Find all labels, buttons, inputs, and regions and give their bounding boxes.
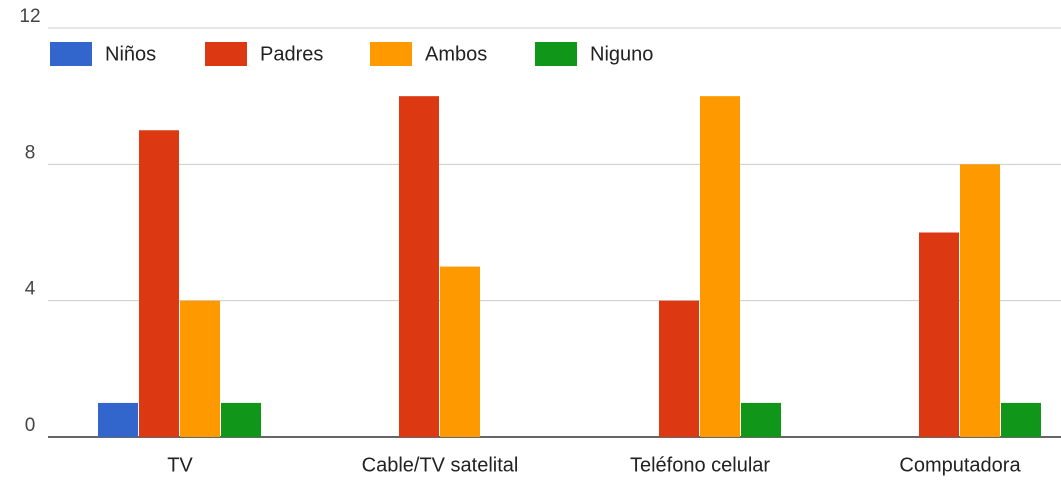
- bar: [440, 266, 480, 437]
- legend-label: Ambos: [425, 43, 487, 65]
- bar: [1001, 402, 1041, 437]
- bar: [399, 96, 439, 438]
- bar: [919, 232, 959, 437]
- x-tick-label: Computadora: [899, 454, 1021, 476]
- legend-label: Niguno: [590, 43, 653, 65]
- bar: [221, 402, 261, 437]
- legend-label: Niños: [105, 43, 156, 65]
- y-tick-label: 12: [19, 6, 40, 27]
- bar: [139, 130, 179, 437]
- bar: [180, 300, 220, 437]
- bar: [960, 164, 1000, 438]
- bar: [659, 300, 699, 437]
- x-tick-label: Teléfono celular: [630, 454, 770, 476]
- y-tick-label: 4: [25, 279, 36, 300]
- x-tick-label: TV: [167, 454, 193, 476]
- bar: [98, 402, 138, 437]
- y-tick-label: 0: [25, 415, 36, 436]
- bar: [741, 402, 781, 437]
- legend-swatch: [50, 42, 92, 66]
- legend-swatch: [370, 42, 412, 66]
- y-tick-label: 8: [25, 142, 36, 163]
- bar: [700, 96, 740, 438]
- legend-label: Padres: [260, 43, 323, 65]
- legend-swatch: [205, 42, 247, 66]
- legend-swatch: [535, 42, 577, 66]
- x-tick-label: Cable/TV satelital: [362, 454, 519, 476]
